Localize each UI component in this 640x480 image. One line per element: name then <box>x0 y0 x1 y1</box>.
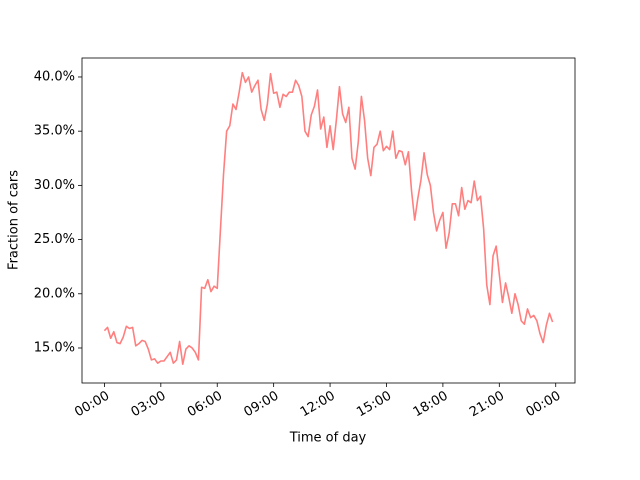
x-tick-label: 00:00 <box>524 389 564 421</box>
y-tick-label: 20.0% <box>34 286 75 301</box>
x-tick-label: 03:00 <box>129 389 169 421</box>
y-tick-label: 15.0% <box>34 340 75 355</box>
x-tick-label: 12:00 <box>298 389 338 421</box>
x-axis-label: Time of day <box>289 431 367 446</box>
y-tick-label: 40.0% <box>34 69 75 84</box>
y-tick-label: 35.0% <box>34 124 75 139</box>
x-tick-label: 00:00 <box>72 389 112 421</box>
y-tick-label: 30.0% <box>34 178 75 193</box>
y-axis-label: Fraction of cars <box>7 170 22 270</box>
x-tick-label: 09:00 <box>241 389 281 421</box>
y-tick-label: 25.0% <box>34 232 75 247</box>
x-tick-label: 21:00 <box>467 389 507 421</box>
x-tick-label: 15:00 <box>354 389 394 421</box>
x-tick-label: 06:00 <box>185 389 225 421</box>
data-line <box>103 71 554 366</box>
x-tick-label: 18:00 <box>411 389 451 421</box>
plot-frame <box>81 57 576 384</box>
